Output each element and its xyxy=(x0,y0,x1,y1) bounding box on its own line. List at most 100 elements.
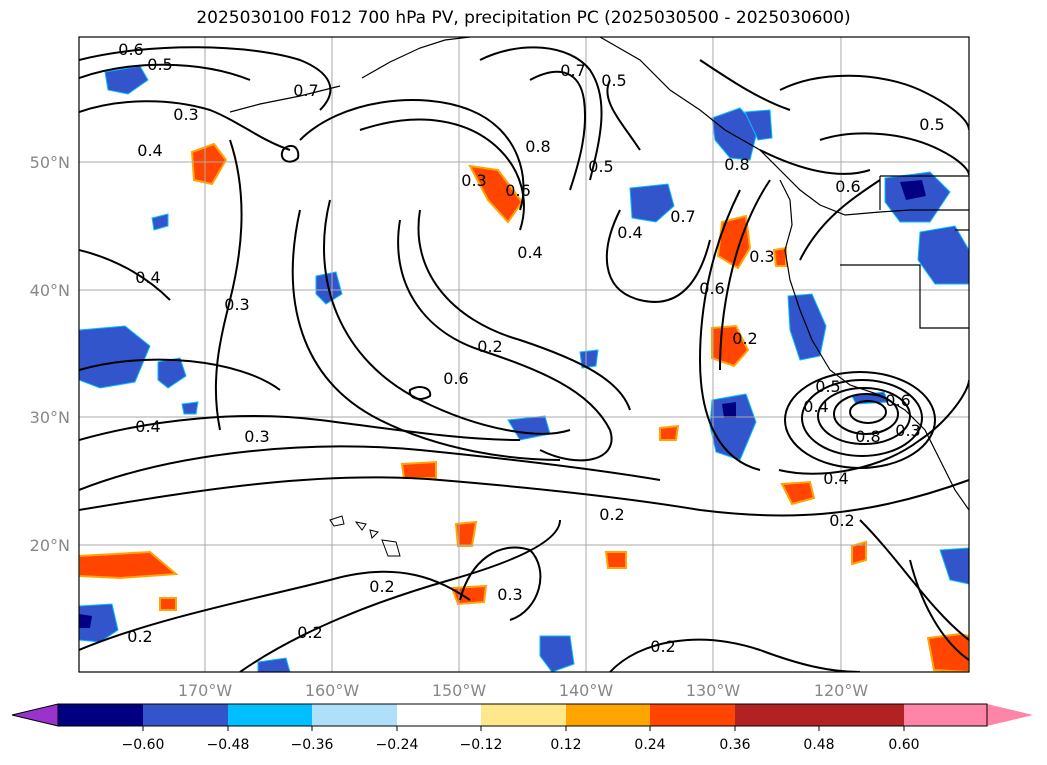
colorbar-swatch xyxy=(143,704,228,726)
colorbar-swatch xyxy=(481,704,566,726)
precip-positive xyxy=(79,550,179,580)
contour-label: 0.3 xyxy=(224,295,249,314)
colorbar-tick-labels: −0.60 −0.48 −0.36 −0.24 −0.12 0.12 0.24 … xyxy=(122,737,920,753)
precip-negative xyxy=(744,109,773,141)
colorbar-swatch xyxy=(228,704,312,726)
colorbar-swatch xyxy=(819,704,904,726)
colorbar-tick-label: 0.48 xyxy=(803,737,834,753)
colorbar-tick-label: −0.48 xyxy=(207,737,250,753)
colorbar-tick-label: −0.12 xyxy=(460,737,503,753)
hawaiian-islands xyxy=(329,515,401,557)
colorbar-swatch xyxy=(58,704,143,726)
contour-label: 0.4 xyxy=(617,223,642,242)
precip-shading xyxy=(79,65,969,672)
lon-label: 120°W xyxy=(814,681,869,700)
precip-positive xyxy=(159,597,177,611)
precip-negative xyxy=(151,213,169,231)
latitude-labels: 50°N 40°N 30°N 20°N xyxy=(30,153,70,555)
colorbar-outline xyxy=(57,703,988,727)
contour-label: 0.4 xyxy=(803,397,828,416)
contour-label: 0.4 xyxy=(823,469,848,488)
contour-label: 0.6 xyxy=(505,181,530,200)
contour-label: 0.2 xyxy=(599,505,624,524)
contour-label: 0.5 xyxy=(588,157,613,176)
lat-label: 40°N xyxy=(30,281,70,300)
lat-label: 50°N xyxy=(30,153,70,172)
colorbar-swatch xyxy=(566,704,650,726)
contour-label: 0.6 xyxy=(699,279,724,298)
precip-negative xyxy=(629,183,675,223)
precip-positive xyxy=(780,480,816,506)
contour-label: 0.5 xyxy=(601,71,626,90)
precip-negative-core xyxy=(79,614,92,628)
longitude-labels: 170°W 160°W 150°W 140°W 130°W 120°W xyxy=(178,681,869,700)
precip-negative xyxy=(539,635,575,672)
contour-label: 0.2 xyxy=(477,337,502,356)
contour-label: 0.3 xyxy=(895,421,920,440)
precip-negative-core xyxy=(722,402,736,418)
gridlines xyxy=(79,37,969,672)
precip-positive xyxy=(926,632,969,672)
contour-label: 0.5 xyxy=(815,377,840,396)
pv-contours xyxy=(79,46,969,672)
contour-label: 0.5 xyxy=(147,55,172,74)
precip-positive xyxy=(716,214,752,270)
precip-positive xyxy=(659,424,680,441)
contour-label: 0.3 xyxy=(749,247,774,266)
lon-label: 170°W xyxy=(178,681,233,700)
contour-label: 0.6 xyxy=(885,391,910,410)
colorbar-extend-low xyxy=(11,703,59,727)
precip-negative xyxy=(157,357,187,389)
colorbar-tick-label: −0.36 xyxy=(291,737,334,753)
contour-label: 0.2 xyxy=(732,329,757,348)
lon-label: 130°W xyxy=(686,681,741,700)
precip-negative xyxy=(181,401,199,415)
precip-negative xyxy=(79,325,151,389)
contour-label: 0.8 xyxy=(525,137,550,156)
precip-negative xyxy=(917,225,969,285)
colorbar: −0.60 −0.48 −0.36 −0.24 −0.12 0.12 0.24 … xyxy=(11,703,1033,753)
precip-negative xyxy=(257,657,291,672)
contour-label: 0.7 xyxy=(293,81,318,100)
colorbar-swatch xyxy=(650,704,735,726)
colorbar-swatch xyxy=(312,704,397,726)
precip-positive xyxy=(454,520,478,547)
lon-label: 160°W xyxy=(305,681,360,700)
lat-label: 20°N xyxy=(30,536,70,555)
colorbar-tick-label: −0.60 xyxy=(122,737,165,753)
lon-label: 140°W xyxy=(559,681,614,700)
contour-label: 0.8 xyxy=(724,155,749,174)
map-content: 0.6 0.5 0.3 0.4 0.7 0.7 0.5 0.8 0.6 0.3 … xyxy=(79,37,969,672)
colorbar-tick-label: 0.60 xyxy=(888,737,919,753)
precip-negative xyxy=(579,349,599,369)
colorbar-tick-label: 0.12 xyxy=(550,737,581,753)
contour-label: 0.2 xyxy=(369,577,394,596)
colorbar-ticks xyxy=(142,726,905,731)
coastlines xyxy=(229,37,969,511)
precip-positive xyxy=(450,584,488,606)
contour-label: 0.4 xyxy=(517,243,542,262)
colorbar-tick-label: −0.24 xyxy=(376,737,419,753)
contour-label: 0.5 xyxy=(919,115,944,134)
precip-positive xyxy=(772,246,787,267)
contour-label: 0.4 xyxy=(137,141,162,160)
precip-negative xyxy=(711,107,759,161)
contour-label: 0.6 xyxy=(443,369,468,388)
precip-positive xyxy=(468,164,524,224)
contour-label: 0.2 xyxy=(127,627,152,646)
contour-label: 0.2 xyxy=(650,637,675,656)
lat-label: 30°N xyxy=(30,408,70,427)
precip-positive xyxy=(400,460,437,479)
precip-negative xyxy=(79,603,119,643)
contour-label: 0.6 xyxy=(835,177,860,196)
map-background xyxy=(79,37,969,672)
contour-label: 0.4 xyxy=(135,417,160,436)
contour-label: 0.2 xyxy=(829,511,854,530)
contour-label: 0.2 xyxy=(297,623,322,642)
contour-label: 0.8 xyxy=(855,427,880,446)
contour-label: 0.3 xyxy=(244,427,269,446)
contour-label: 0.3 xyxy=(461,171,486,190)
contour-label: 0.7 xyxy=(560,61,585,80)
map-frame xyxy=(78,36,970,673)
precip-positive xyxy=(190,142,228,186)
